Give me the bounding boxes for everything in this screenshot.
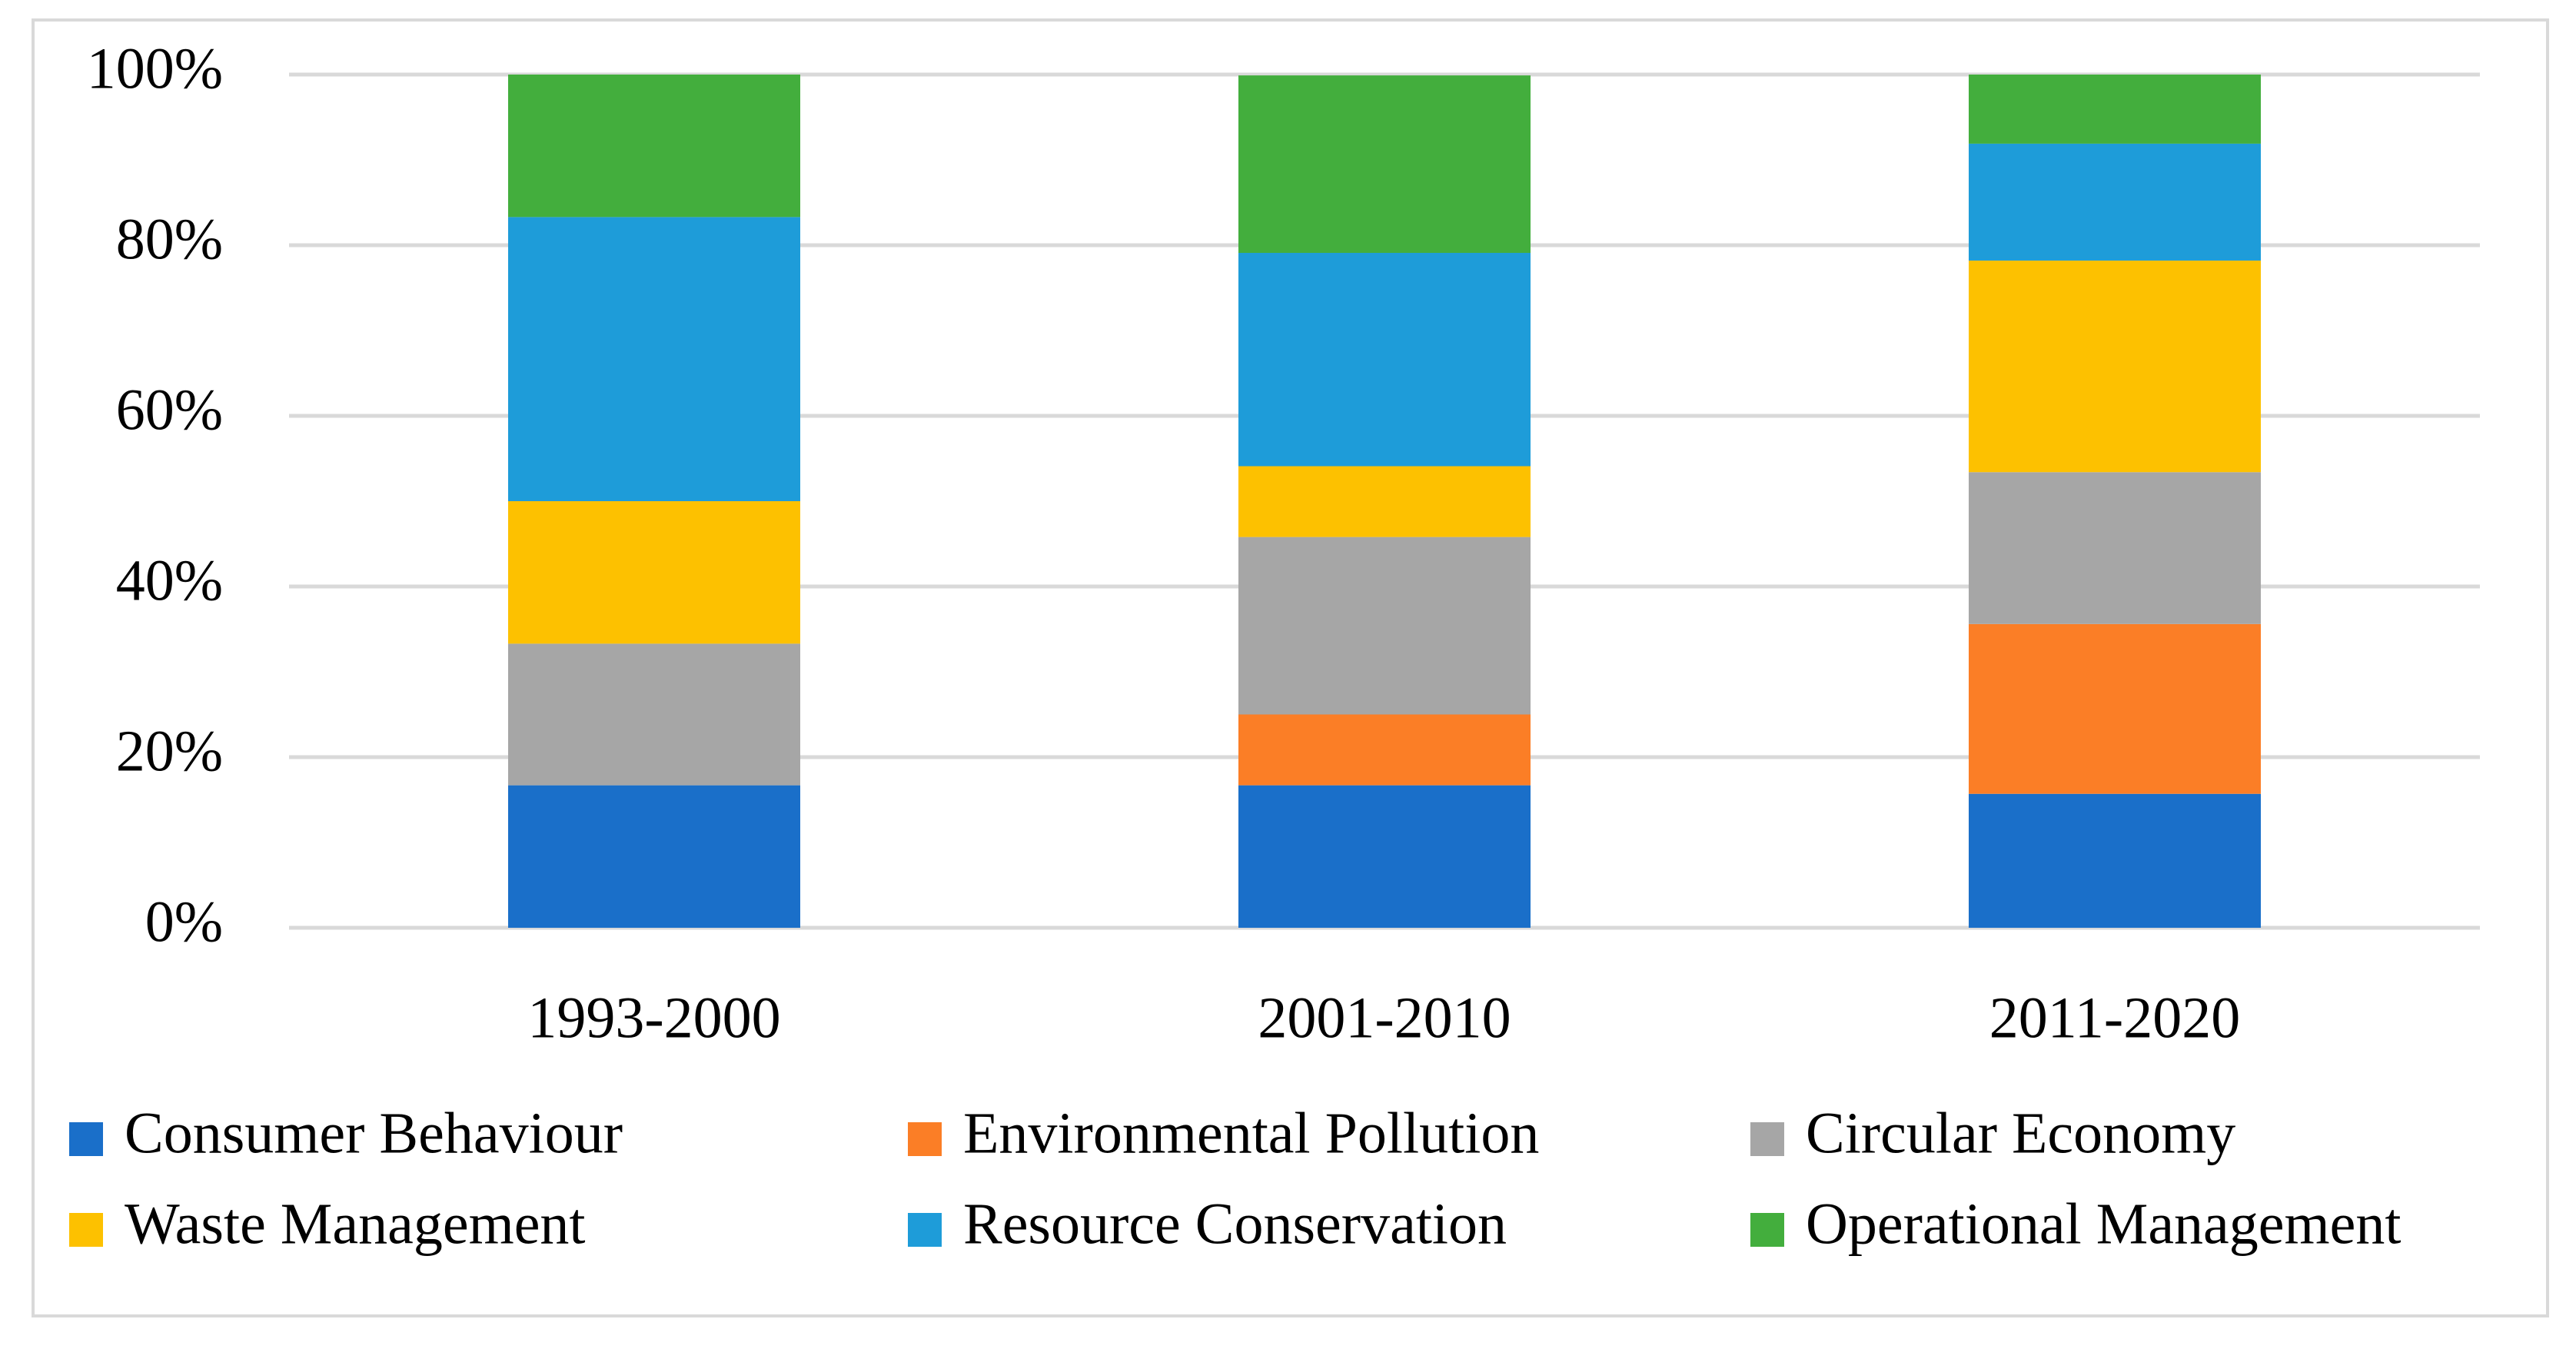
bar-segment bbox=[1969, 260, 2261, 473]
bar-segment bbox=[508, 217, 800, 501]
legend-label: Operational Management bbox=[1806, 1191, 2401, 1256]
legend-swatch bbox=[1750, 1122, 1784, 1156]
x-tick-label: 2011-2020 bbox=[1989, 985, 2241, 1050]
legend-swatch bbox=[69, 1213, 103, 1247]
legend-label: Resource Conservation bbox=[963, 1191, 1507, 1256]
y-tick-label: 100% bbox=[87, 36, 223, 101]
bar-segment bbox=[508, 501, 800, 644]
bar-segment bbox=[1969, 75, 2261, 144]
legend-swatch bbox=[908, 1213, 942, 1247]
x-tick-label: 1993-2000 bbox=[527, 985, 780, 1050]
bar-segment bbox=[508, 785, 800, 928]
bar-segment bbox=[508, 75, 800, 218]
bar-segment bbox=[1969, 143, 2261, 261]
bar-segment bbox=[1238, 714, 1531, 786]
x-tick-label: 2001-2010 bbox=[1258, 985, 1511, 1050]
legend-label: Circular Economy bbox=[1806, 1101, 2235, 1165]
bar-segment bbox=[508, 643, 800, 786]
y-tick-label: 40% bbox=[116, 548, 223, 613]
legend-swatch bbox=[69, 1122, 103, 1156]
bar-segment bbox=[1238, 466, 1531, 537]
y-tick-label: 0% bbox=[145, 889, 223, 954]
bar-segment bbox=[1238, 785, 1531, 928]
y-tick-label: 80% bbox=[116, 207, 223, 271]
legend-label: Environmental Pollution bbox=[963, 1101, 1539, 1165]
y-tick-label: 20% bbox=[116, 719, 223, 783]
legend-swatch bbox=[1750, 1213, 1784, 1247]
bar-segment bbox=[1238, 252, 1531, 467]
bar-segment bbox=[1238, 537, 1531, 715]
bar-segment bbox=[1969, 793, 2261, 928]
bar-segment bbox=[1969, 623, 2261, 794]
bar-segment bbox=[1969, 472, 2261, 624]
legend-label: Consumer Behaviour bbox=[125, 1101, 623, 1165]
legend-label: Waste Management bbox=[125, 1191, 586, 1256]
bar-segment bbox=[1238, 75, 1531, 253]
legend-swatch bbox=[908, 1122, 942, 1156]
y-tick-label: 60% bbox=[116, 377, 223, 442]
